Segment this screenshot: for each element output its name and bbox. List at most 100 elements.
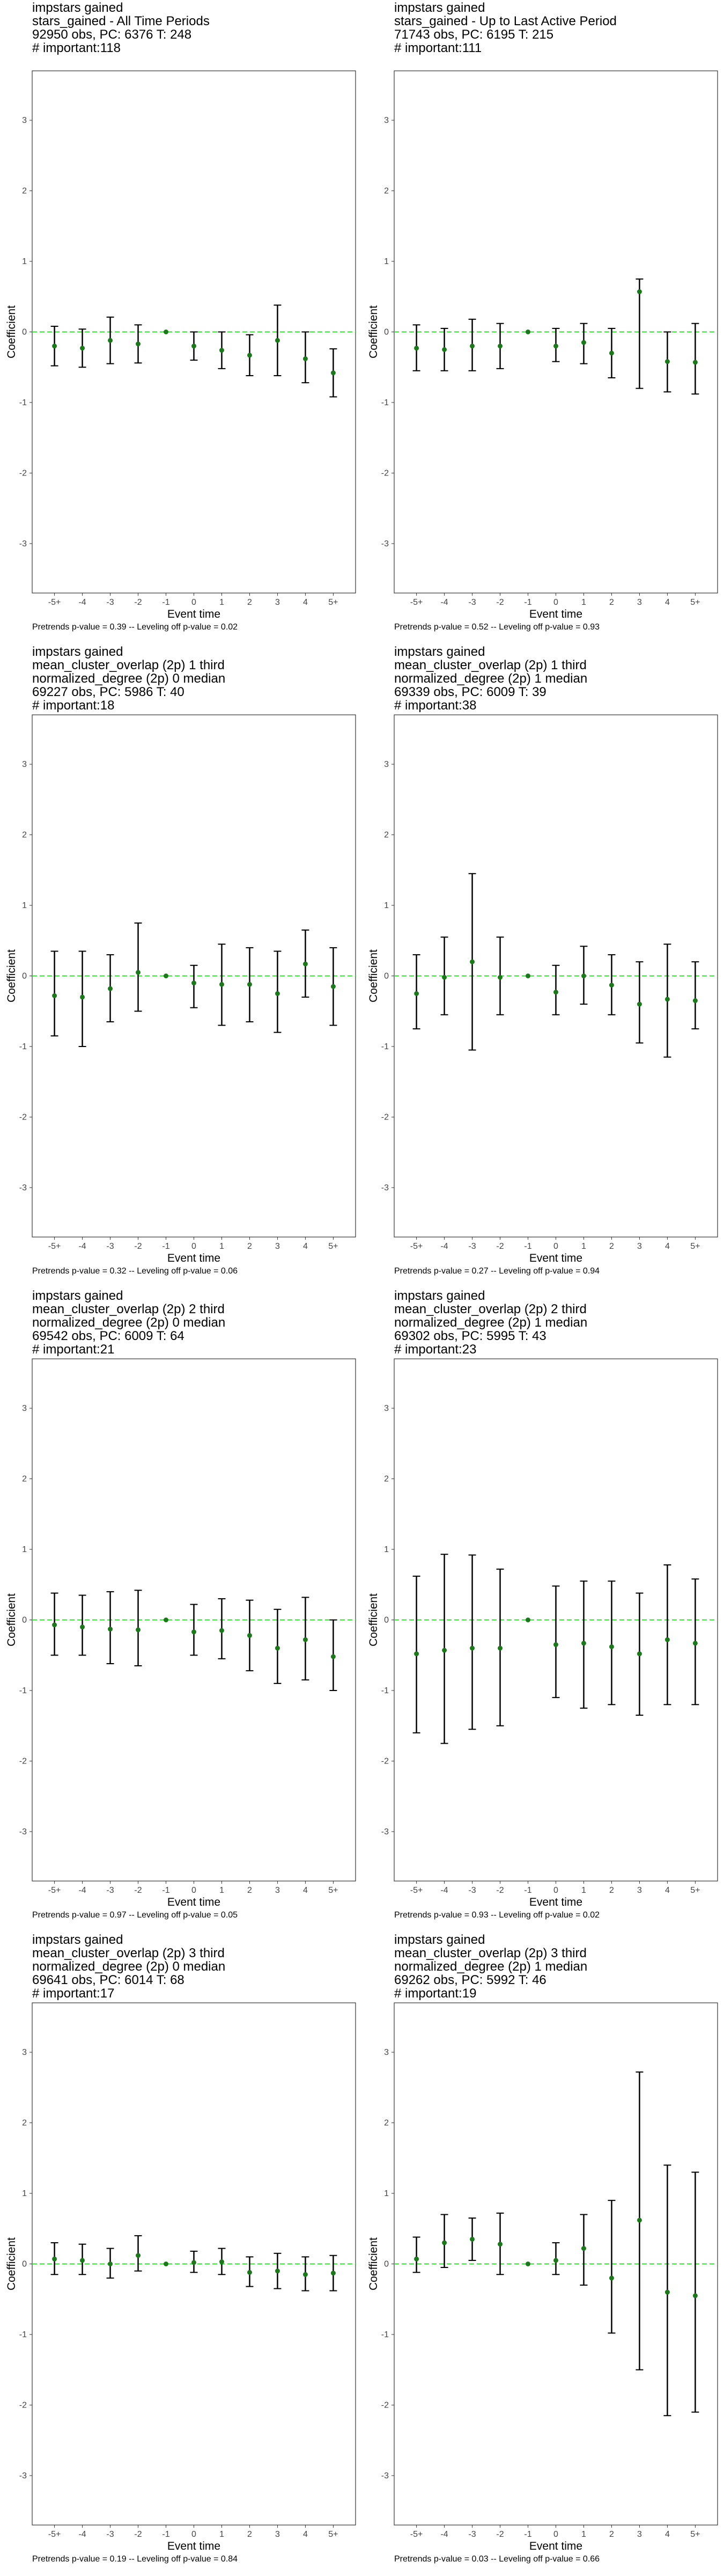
y-tick-label: -3 [19,539,27,548]
y-axis-title: Coefficient [367,2237,380,2290]
title-line: normalized_degree (2p) 1 median [394,1959,588,1974]
y-tick-label: 1 [384,901,389,910]
coefficient-point [275,338,280,343]
x-axis-title: Event time [167,2540,220,2552]
x-tick-label: -4 [78,2530,86,2539]
x-tick-label: -5+ [48,2530,61,2539]
chart-footnote: Pretrends p-value = 0.32 -- Leveling off… [32,1267,238,1276]
coefficient-point [136,970,141,975]
coefficient-point [191,2260,196,2265]
y-tick-label: -2 [381,1757,389,1766]
y-tick-label: 0 [384,2260,389,2269]
y-tick-label: 1 [22,257,27,266]
coefficient-point [442,975,447,980]
x-tick-label: -1 [524,598,531,607]
y-tick-label: -3 [381,539,389,548]
chart-title: impstars gained mean_cluster_overlap (2p… [394,645,587,712]
y-axis-title: Coefficient [367,305,380,358]
x-tick-label: 3 [637,598,642,607]
coefficient-point [219,982,224,987]
x-axis-title: Event time [529,1252,582,1264]
x-tick-label: 5+ [328,1886,338,1895]
title-line: mean_cluster_overlap (2p) 3 third [394,1946,587,1960]
y-tick-label: 1 [384,257,389,266]
title-line: normalized_degree (2p) 1 median [394,671,588,686]
coefficient-point [692,998,698,1004]
x-tick-label: 5+ [328,2530,338,2539]
title-line: mean_cluster_overlap (2p) 3 third [32,1946,225,1960]
x-tick-label: -2 [496,598,504,607]
x-tick-label: -5+ [48,598,61,607]
y-tick-label: 1 [22,901,27,910]
coefficient-point [164,2262,169,2266]
x-tick-label: 2 [247,2530,252,2539]
title-line: # important:38 [394,698,477,713]
x-tick-label: -3 [468,598,476,607]
x-tick-label: 1 [219,1242,224,1251]
title-line: mean_cluster_overlap (2p) 2 third [32,1302,225,1316]
y-tick-label: -1 [381,398,389,407]
x-tick-label: -4 [78,1886,86,1895]
coefficient-point [52,343,57,349]
chart-footnote: Pretrends p-value = 0.27 -- Leveling off… [394,1267,600,1276]
title-line: normalized_degree (2p) 1 median [394,1315,588,1330]
x-tick-label: -1 [524,1242,531,1251]
title-line: mean_cluster_overlap (2p) 1 third [394,658,587,672]
coefficient-point [526,330,531,334]
coefficient-point [442,2240,447,2245]
x-tick-label: -4 [440,598,448,607]
y-tick-label: -3 [19,1183,27,1192]
x-tick-label: -1 [162,1886,169,1895]
x-tick-label: -4 [440,1886,448,1895]
coefficient-point [609,2275,614,2281]
y-axis-title: Coefficient [5,2237,18,2290]
y-tick-label: 3 [384,1404,389,1413]
coefficient-point [414,991,419,996]
title-line: # important:18 [32,698,115,713]
x-tick-label: -1 [162,598,169,607]
x-axis-title: Event time [167,1252,220,1264]
y-axis-title: Coefficient [5,1593,18,1646]
coefficient-point [442,1648,447,1653]
coefficient-point [191,343,196,349]
x-tick-label: 0 [553,2530,558,2539]
coefficient-point [581,1641,586,1646]
title-line: 69641 obs, PC: 6014 T: 68 [32,1973,184,1987]
coefficient-point [219,1628,224,1633]
x-tick-label: 5+ [690,1886,700,1895]
title-line: impstars gained [32,1933,123,1947]
y-tick-label: -2 [19,1113,27,1122]
title-line: # important:23 [394,1342,477,1357]
x-tick-label: -4 [440,1242,448,1251]
coefficient-point [52,2256,57,2262]
title-line: impstars gained [394,1,485,15]
coefficient-point [247,982,252,987]
x-tick-label: 3 [637,1242,642,1251]
x-tick-label: -3 [468,2530,476,2539]
x-tick-label: 4 [303,598,308,607]
x-tick-label: 0 [191,598,196,607]
chart-footnote: Pretrends p-value = 0.19 -- Leveling off… [32,2555,238,2564]
coefficient-point [275,1645,280,1651]
x-tick-label: 1 [219,2530,224,2539]
y-tick-label: 2 [384,2119,389,2128]
chart-footnote: Pretrends p-value = 0.39 -- Leveling off… [32,623,238,632]
x-tick-label: -4 [78,598,86,607]
x-tick-label: 0 [191,1242,196,1251]
y-tick-label: 0 [384,328,389,337]
title-line: # important:19 [394,1986,477,2001]
coefficient-point [136,1627,141,1633]
coefficient-point [526,2262,531,2266]
title-line: 71743 obs, PC: 6195 T: 215 [394,27,554,42]
y-axis-title: Coefficient [5,305,18,358]
chart-plot: -3 -2 -1 0 1 2 3 -5+ -4 -3 -2 -1 0 1 2 3 4 5+ Event time Co… [5,70,356,620]
title-line: mean_cluster_overlap (2p) 2 third [394,1302,587,1316]
coefficient-point [164,1618,169,1622]
coefficient-point [302,961,308,967]
coefficient-point [108,2262,113,2266]
y-tick-label: 2 [22,1475,27,1484]
coefficient-point [637,1001,642,1007]
x-tick-label: -1 [162,1242,169,1251]
x-tick-label: -2 [134,2530,142,2539]
title-line: impstars gained [32,645,123,659]
